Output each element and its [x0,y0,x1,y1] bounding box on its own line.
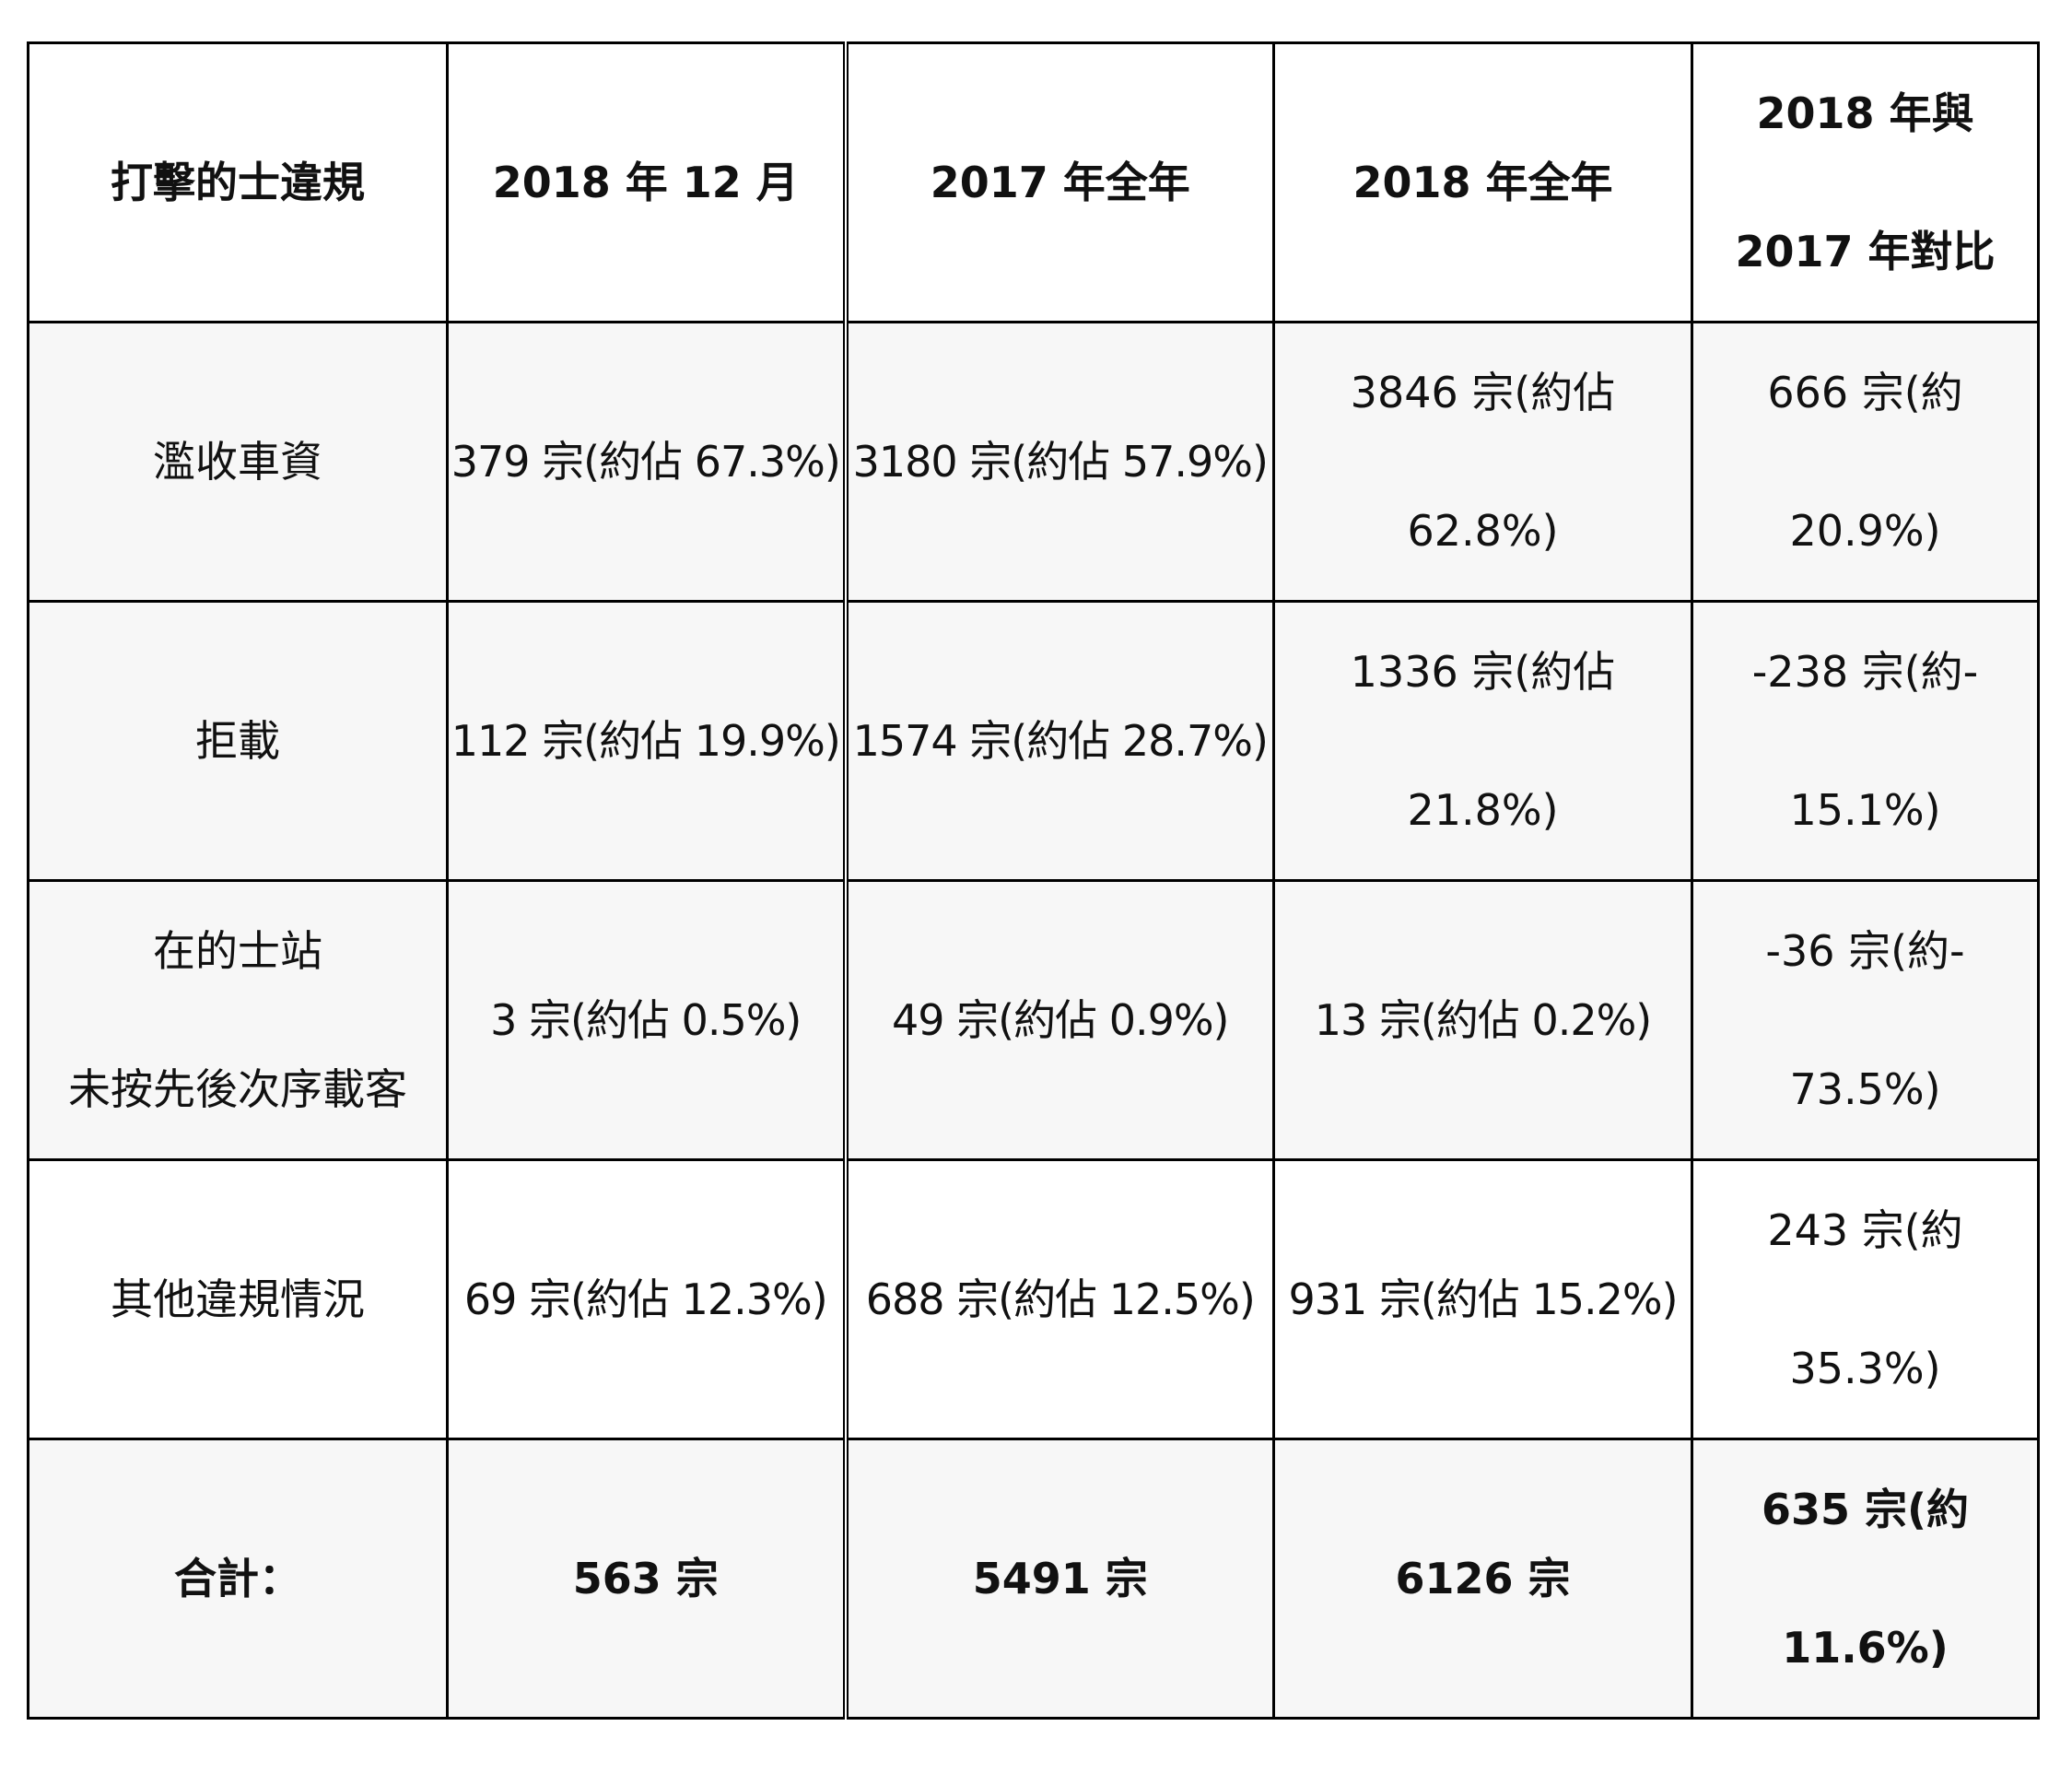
row-category: 拒載 [27,600,449,882]
table-row: 其他違規情況 69 宗(約佔 12.3%) 688 宗(約佔 12.5%) 93… [27,1158,2040,1440]
table-header: 打擊的士違規 2018 年 12 月 2017 年全年 2018 年全年 201… [27,41,2040,323]
header-row: 打擊的士違規 2018 年 12 月 2017 年全年 2018 年全年 201… [27,41,2040,323]
cell-comparison: 243 宗(約 35.3%) [1691,1158,2040,1440]
total-year-2017: 5491 宗 [842,1438,1275,1720]
violations-table-container: 打擊的士違規 2018 年 12 月 2017 年全年 2018 年全年 201… [27,41,2040,1720]
cell-comparison: -36 宗(約- 73.5%) [1691,879,2040,1161]
total-year-2018: 6126 宗 [1272,1438,1693,1720]
header-year-2018: 2018 年全年 [1272,41,1693,323]
cell-dec-2018: 112 宗(約佔 19.9%) [446,600,847,882]
row-category: 在的士站 未按先後次序載客 [27,879,449,1161]
table-row: 在的士站 未按先後次序載客 3 宗(約佔 0.5%) 49 宗(約佔 0.9%)… [27,879,2040,1161]
cell-year-2017: 1574 宗(約佔 28.7%) [842,600,1275,882]
total-row: 合計： 563 宗 5491 宗 6126 宗 635 宗(約 11.6%) [27,1438,2040,1720]
table-row: 拒載 112 宗(約佔 19.9%) 1574 宗(約佔 28.7%) 1336… [27,600,2040,882]
row-category: 濫收車資 [27,321,449,603]
total-dec-2018: 563 宗 [446,1438,847,1720]
header-year-2017: 2017 年全年 [842,41,1275,323]
header-comparison: 2018 年與 2017 年對比 [1691,41,2040,323]
table-row: 濫收車資 379 宗(約佔 67.3%) 3180 宗(約佔 57.9%) 38… [27,321,2040,603]
header-category: 打擊的士違規 [27,41,449,323]
table-body: 濫收車資 379 宗(約佔 67.3%) 3180 宗(約佔 57.9%) 38… [27,321,2040,1720]
cell-year-2017: 49 宗(約佔 0.9%) [842,879,1275,1161]
header-dec-2018: 2018 年 12 月 [446,41,847,323]
cell-year-2018: 3846 宗(約佔 62.8%) [1272,321,1693,603]
cell-dec-2018: 3 宗(約佔 0.5%) [446,879,847,1161]
cell-year-2018: 13 宗(約佔 0.2%) [1272,879,1693,1161]
cell-comparison: -238 宗(約- 15.1%) [1691,600,2040,882]
cell-year-2018: 931 宗(約佔 15.2%) [1272,1158,1693,1440]
taxi-violations-table: 打擊的士違規 2018 年 12 月 2017 年全年 2018 年全年 201… [27,41,2040,1720]
cell-dec-2018: 379 宗(約佔 67.3%) [446,321,847,603]
cell-year-2017: 3180 宗(約佔 57.9%) [842,321,1275,603]
cell-dec-2018: 69 宗(約佔 12.3%) [446,1158,847,1440]
cell-year-2018: 1336 宗(約佔 21.8%) [1272,600,1693,882]
total-comparison: 635 宗(約 11.6%) [1691,1438,2040,1720]
cell-comparison: 666 宗(約 20.9%) [1691,321,2040,603]
cell-year-2017: 688 宗(約佔 12.5%) [842,1158,1275,1440]
total-label: 合計： [27,1438,449,1720]
row-category: 其他違規情況 [27,1158,449,1440]
